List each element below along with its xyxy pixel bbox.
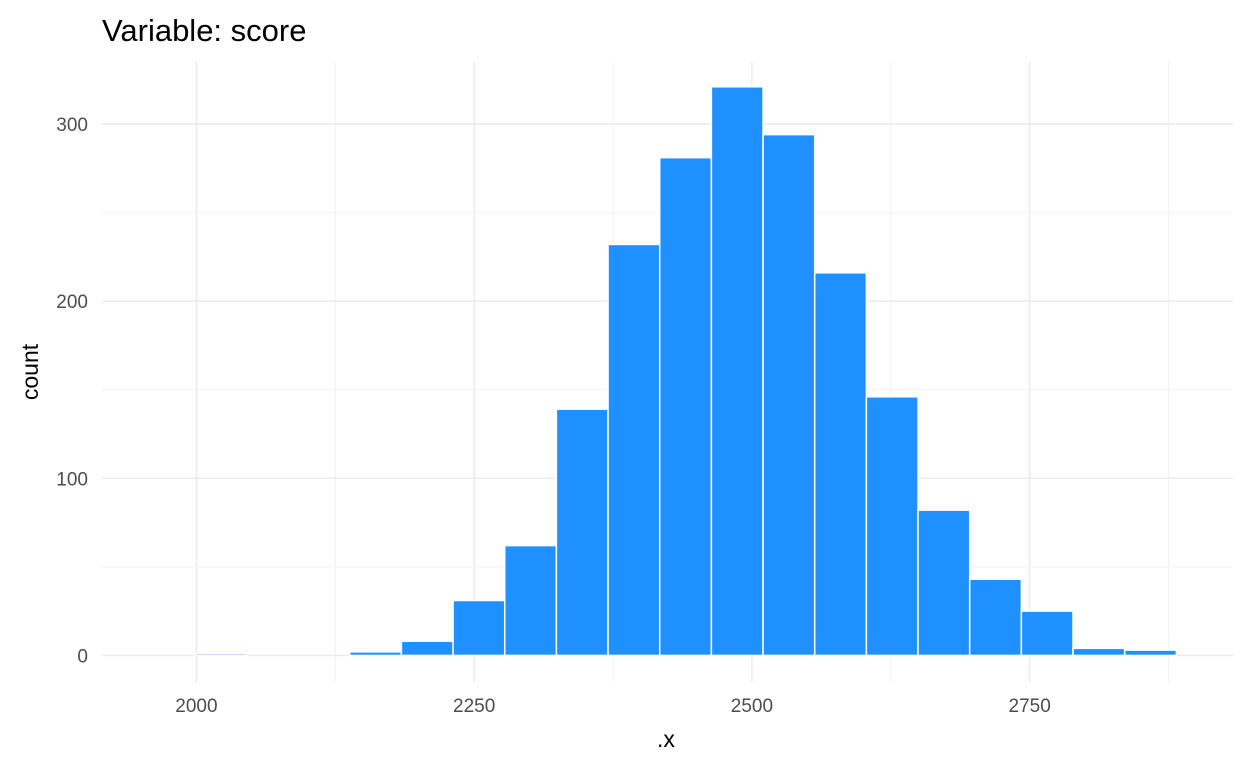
histogram-bar: [503, 544, 558, 657]
histogram-bar: [194, 652, 248, 657]
histogram-bar: [555, 408, 609, 657]
histogram-bar: [607, 243, 661, 657]
y-tick-label: 100: [56, 469, 88, 490]
histogram-bar: [452, 599, 506, 657]
histogram-bar: [400, 640, 454, 657]
histogram-bar: [917, 509, 971, 657]
y-tick-label: 0: [77, 646, 88, 667]
x-tick-label: 2250: [453, 696, 495, 717]
x-tick-label: 2750: [1009, 696, 1051, 717]
histogram-bar: [349, 651, 403, 657]
x-axis-title: .x: [657, 726, 675, 752]
y-axis-title: count: [17, 343, 43, 400]
histogram-bar: [813, 272, 868, 657]
histogram-bar: [1123, 649, 1178, 657]
y-tick-label: 300: [56, 115, 88, 136]
histogram-bar: [865, 396, 919, 657]
x-tick-label: 2500: [731, 696, 773, 717]
x-axis-ticks: 2000 2250 2500 2750: [175, 696, 1051, 717]
histogram-bars: [194, 86, 1178, 657]
y-axis-ticks: 0 100 200 300: [56, 115, 88, 667]
chart-title: Variable: score: [102, 13, 306, 48]
histogram-bar: [658, 156, 713, 657]
histogram-bar: [762, 133, 816, 657]
y-tick-label: 200: [56, 292, 88, 313]
histogram-bar: [1020, 610, 1074, 657]
histogram-bar: [710, 86, 764, 657]
x-tick-label: 2000: [175, 696, 217, 717]
histogram-bar: [968, 578, 1023, 657]
histogram-bar: [1072, 647, 1126, 657]
